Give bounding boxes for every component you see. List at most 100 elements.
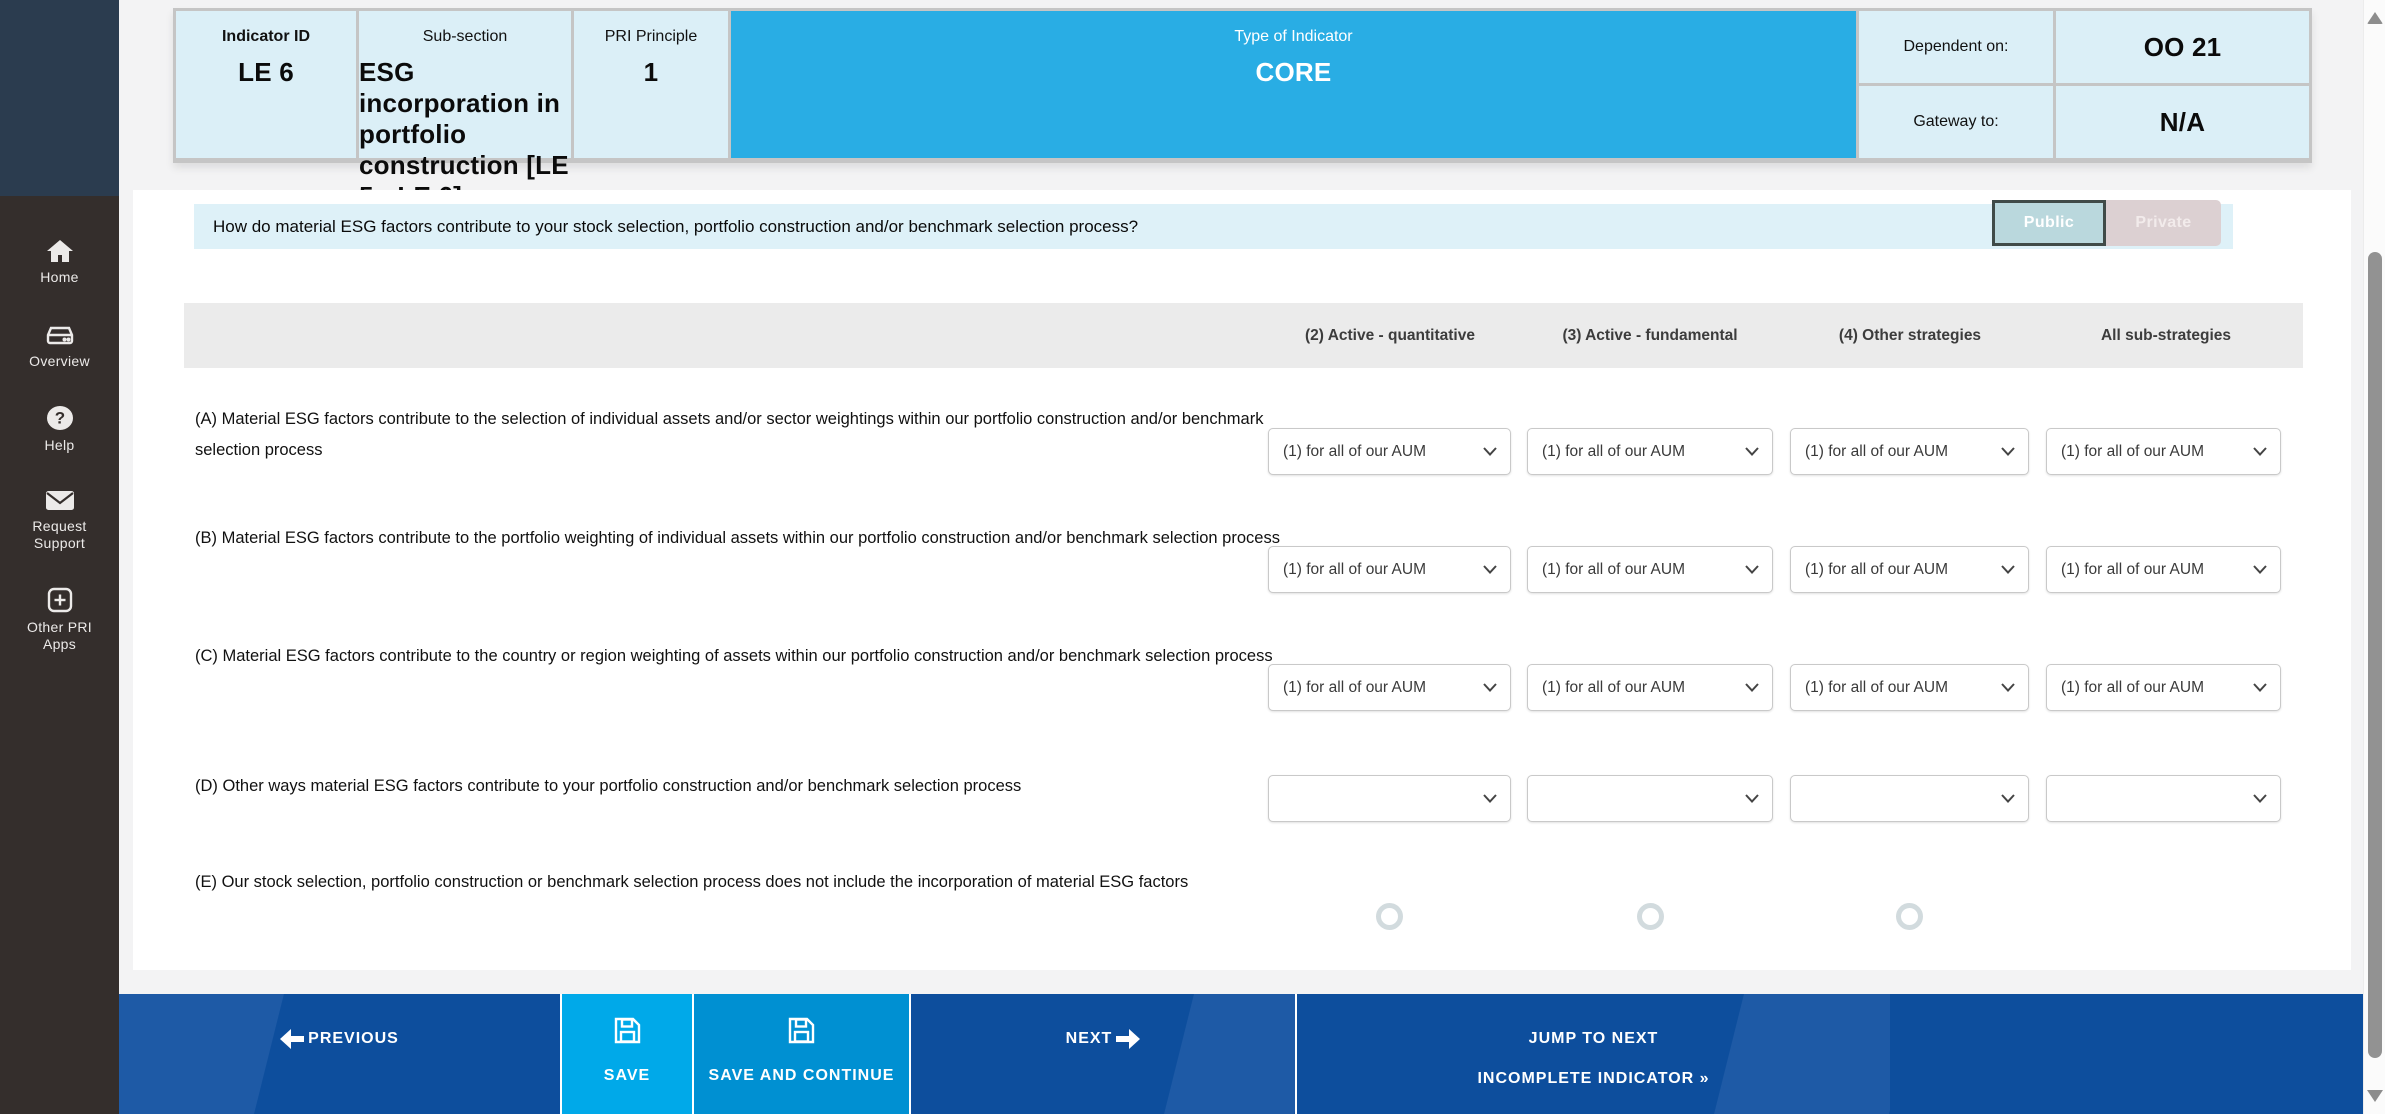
jump-label-line1: JUMP TO NEXT xyxy=(1528,1030,1659,1047)
gateway-to-value: N/A xyxy=(2159,106,2206,137)
previous-button[interactable]: PREVIOUS xyxy=(119,994,560,1114)
vertical-scrollbar[interactable] xyxy=(2363,0,2385,1114)
indicator-card: How do material ESG factors contribute t… xyxy=(133,190,2351,970)
indicator-header-table: Indicator ID LE 6 Dependent on: OO 21 Su… xyxy=(173,8,2312,211)
save-icon xyxy=(788,1017,815,1049)
previous-label: PREVIOUS xyxy=(308,1030,399,1047)
dependent-on-cell: Dependent on: xyxy=(1859,11,2053,83)
subsection-label: Sub-section xyxy=(422,28,508,45)
mail-icon xyxy=(14,488,105,513)
column-header: (3) Active - fundamental xyxy=(1562,327,1738,344)
chevron-down-icon xyxy=(1745,443,1759,461)
row-b-text: (B) Material ESG factors contribute to t… xyxy=(195,529,1280,547)
sidebar-item-label: Other PRI Apps xyxy=(27,619,92,652)
gateway-to-cell: Gateway to: xyxy=(1859,86,2053,158)
row-b-select-active-quantitative[interactable]: (1) for all of our AUM xyxy=(1268,546,1511,593)
apps-icon xyxy=(14,586,105,614)
row-a-select-other-strategies[interactable]: (1) for all of our AUM xyxy=(1790,428,2029,475)
overview-icon xyxy=(0,322,119,348)
svg-text:?: ? xyxy=(54,409,64,428)
chevron-down-icon xyxy=(1483,443,1497,461)
sidebar-item-request-support[interactable]: Request Support xyxy=(0,488,119,552)
chevron-down-icon xyxy=(2253,561,2267,579)
sidebar-item-label: Overview xyxy=(29,353,90,369)
row-e-radio-active-fundamental[interactable] xyxy=(1637,903,1664,930)
indicator-id-value: LE 6 xyxy=(238,57,294,87)
row-c-text: (C) Material ESG factors contribute to t… xyxy=(195,647,1273,665)
dependent-on-value-cell: OO 21 xyxy=(2056,11,2309,83)
subsection-title: ESG incorporation in portfolio construct… xyxy=(359,57,569,211)
sidebar-item-label: Request Support xyxy=(32,518,87,551)
next-button-segment: NEXT xyxy=(909,994,1295,1114)
pri-principle-cell: PRI Principle 1 xyxy=(574,11,728,158)
row-a-select-all-substrategies[interactable]: (1) for all of our AUM xyxy=(2046,428,2281,475)
jump-label-line2: INCOMPLETE INDICATOR » xyxy=(1477,1070,1710,1087)
gateway-to-value-cell: N/A xyxy=(2056,86,2309,158)
gateway-to-label: Gateway to: xyxy=(1913,113,1999,130)
chevron-down-icon xyxy=(2253,679,2267,697)
help-icon: ? xyxy=(0,405,119,432)
chevron-down-icon xyxy=(2001,561,2015,579)
row-d-select-active-fundamental[interactable] xyxy=(1527,775,1773,822)
save-and-continue-segment: SAVE AND CONTINUE xyxy=(694,994,909,1114)
type-of-indicator-cell: Type of Indicator CORE xyxy=(731,11,1856,158)
sidebar-item-home[interactable]: Home xyxy=(0,238,119,286)
sidebar-item-other-pri-apps[interactable]: Other PRI Apps xyxy=(0,586,119,653)
row-c-select-active-quantitative[interactable]: (1) for all of our AUM xyxy=(1268,664,1511,711)
indicator-id-label: Indicator ID xyxy=(221,28,310,45)
row-d-select-active-quantitative[interactable] xyxy=(1268,775,1511,822)
row-c-select-all-substrategies[interactable]: (1) for all of our AUM xyxy=(2046,664,2281,711)
save-button-segment: SAVE xyxy=(560,994,694,1114)
question-text: How do material ESG factors contribute t… xyxy=(213,217,1139,236)
column-header-band xyxy=(184,303,2303,368)
row-a-text: (A) Material ESG factors contribute to t… xyxy=(195,410,1264,459)
row-b-select-all-substrategies[interactable]: (1) for all of our AUM xyxy=(2046,546,2281,593)
previous-button-segment: PREVIOUS xyxy=(119,994,560,1114)
public-button[interactable]: Public xyxy=(1992,200,2106,246)
sidebar: Home Overview ? Help Req xyxy=(0,0,119,1114)
save-and-continue-button[interactable]: SAVE AND CONTINUE xyxy=(694,994,909,1114)
row-e-text: (E) Our stock selection, portfolio const… xyxy=(195,873,1189,891)
sidebar-item-overview[interactable]: Overview xyxy=(0,322,119,370)
column-header: All sub-strategies xyxy=(2100,327,2232,344)
save-label: SAVE xyxy=(603,1067,651,1084)
sidebar-item-label: Help xyxy=(44,437,75,453)
scroll-down-icon[interactable] xyxy=(2367,1090,2383,1102)
pri-principle-value: 1 xyxy=(643,57,659,87)
scroll-up-icon[interactable] xyxy=(2367,12,2383,24)
indicator-id-cell: Indicator ID LE 6 xyxy=(176,11,356,158)
next-label: NEXT xyxy=(1065,1030,1113,1047)
next-button[interactable]: NEXT xyxy=(911,994,1295,1114)
save-icon xyxy=(614,1017,641,1049)
sidebar-item-label: Home xyxy=(40,269,79,285)
sidebar-item-help[interactable]: ? Help xyxy=(0,405,119,454)
row-a-select-active-fundamental[interactable]: (1) for all of our AUM xyxy=(1527,428,1773,475)
chevron-down-icon xyxy=(2253,790,2267,808)
chevron-down-icon xyxy=(1745,561,1759,579)
dependent-on-value: OO 21 xyxy=(2143,31,2222,62)
jump-to-next-incomplete-button[interactable]: JUMP TO NEXT INCOMPLETE INDICATOR » xyxy=(1297,994,1890,1114)
row-b-select-active-fundamental[interactable]: (1) for all of our AUM xyxy=(1527,546,1773,593)
row-c-select-active-fundamental[interactable]: (1) for all of our AUM xyxy=(1527,664,1773,711)
chevron-down-icon xyxy=(1745,679,1759,697)
chevron-down-icon xyxy=(2001,443,2015,461)
row-b-select-other-strategies[interactable]: (1) for all of our AUM xyxy=(1790,546,2029,593)
question-bar: How do material ESG factors contribute t… xyxy=(194,204,2233,249)
home-icon xyxy=(0,238,119,264)
row-d-select-other-strategies[interactable] xyxy=(1790,775,2029,822)
row-e-radio-other-strategies[interactable] xyxy=(1896,903,1923,930)
scrollbar-thumb[interactable] xyxy=(2368,252,2382,1058)
column-header: (2) Active - quantitative xyxy=(1305,327,1475,344)
row-c-select-other-strategies[interactable]: (1) for all of our AUM xyxy=(1790,664,2029,711)
dependent-on-label: Dependent on: xyxy=(1903,38,2009,55)
chevron-down-icon xyxy=(1483,679,1497,697)
save-and-continue-label: SAVE AND CONTINUE xyxy=(708,1067,895,1084)
chevron-down-icon xyxy=(1483,790,1497,808)
jump-to-next-incomplete-segment: JUMP TO NEXT INCOMPLETE INDICATOR » xyxy=(1295,994,1890,1114)
row-d-text: (D) Other ways material ESG factors cont… xyxy=(195,777,1022,795)
private-button[interactable]: Private xyxy=(2106,200,2221,246)
row-d-select-all-substrategies[interactable] xyxy=(2046,775,2281,822)
save-button[interactable]: SAVE xyxy=(562,994,692,1114)
row-e-radio-active-quantitative[interactable] xyxy=(1376,903,1403,930)
row-a-select-active-quantitative[interactable]: (1) for all of our AUM xyxy=(1268,428,1511,475)
